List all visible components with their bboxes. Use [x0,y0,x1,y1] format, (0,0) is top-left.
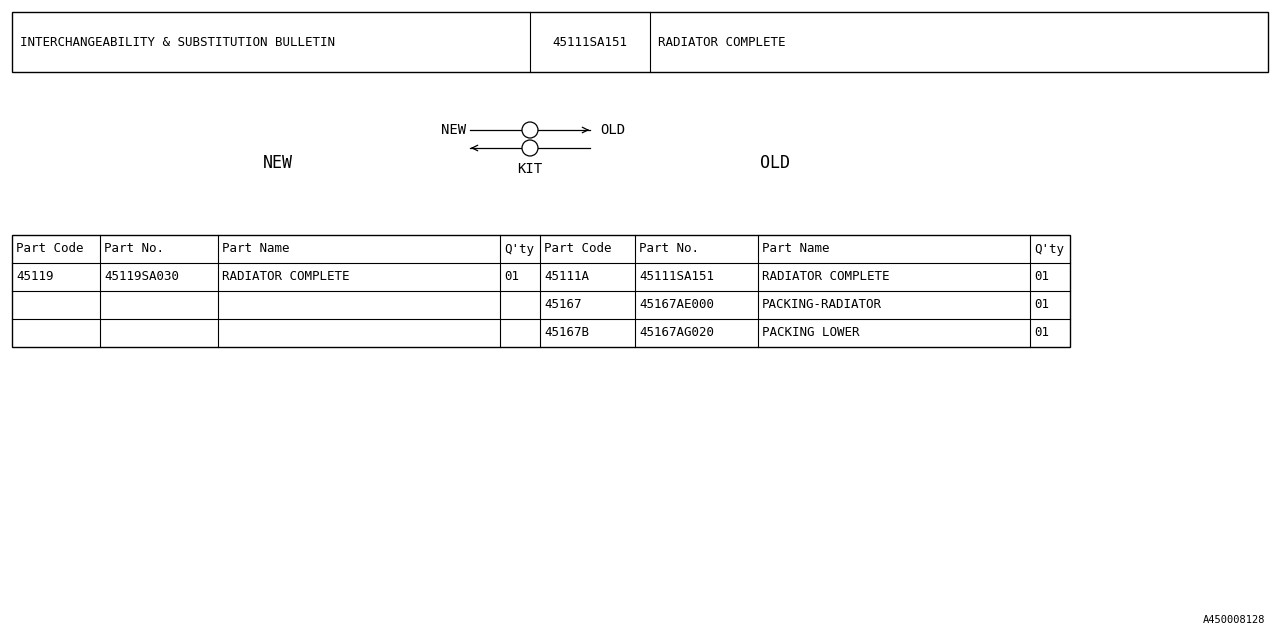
Text: 45167AE000: 45167AE000 [639,298,714,312]
Bar [12,235,1070,347]
Text: 01: 01 [1034,271,1050,284]
Text: INTERCHANGEABILITY & SUBSTITUTION BULLETIN: INTERCHANGEABILITY & SUBSTITUTION BULLET… [20,35,335,49]
Text: Part Code: Part Code [15,243,83,255]
Text: A450008128: A450008128 [1202,615,1265,625]
Text: KIT: KIT [517,162,543,176]
Text: Part No.: Part No. [104,243,164,255]
Text: NEW: NEW [262,154,293,172]
Text: PACKING LOWER: PACKING LOWER [762,326,859,339]
Text: OLD: OLD [600,123,625,137]
Text: 45119: 45119 [15,271,54,284]
Text: 01: 01 [504,271,518,284]
Text: NEW: NEW [440,123,466,137]
Circle shape [522,122,538,138]
Text: OLD: OLD [760,154,790,172]
Text: Part Name: Part Name [762,243,829,255]
Text: 45119SA030: 45119SA030 [104,271,179,284]
Text: 45111A: 45111A [544,271,589,284]
Text: 45111SA151: 45111SA151 [553,35,627,49]
Text: Part Name: Part Name [221,243,289,255]
Text: RADIATOR COMPLETE: RADIATOR COMPLETE [658,35,786,49]
Text: 45167B: 45167B [544,326,589,339]
Text: 01: 01 [1034,298,1050,312]
Text: Q'ty: Q'ty [504,243,534,255]
Text: RADIATOR COMPLETE: RADIATOR COMPLETE [221,271,349,284]
Text: 01: 01 [1034,326,1050,339]
Text: Part Code: Part Code [544,243,612,255]
Text: 45167: 45167 [544,298,581,312]
Text: RADIATOR COMPLETE: RADIATOR COMPLETE [762,271,890,284]
Bar [12,12,1268,72]
Text: 45111SA151: 45111SA151 [639,271,714,284]
Text: Q'ty: Q'ty [1034,243,1064,255]
Text: Part No.: Part No. [639,243,699,255]
Text: PACKING-RADIATOR: PACKING-RADIATOR [762,298,882,312]
Text: 45167AG020: 45167AG020 [639,326,714,339]
Circle shape [522,140,538,156]
